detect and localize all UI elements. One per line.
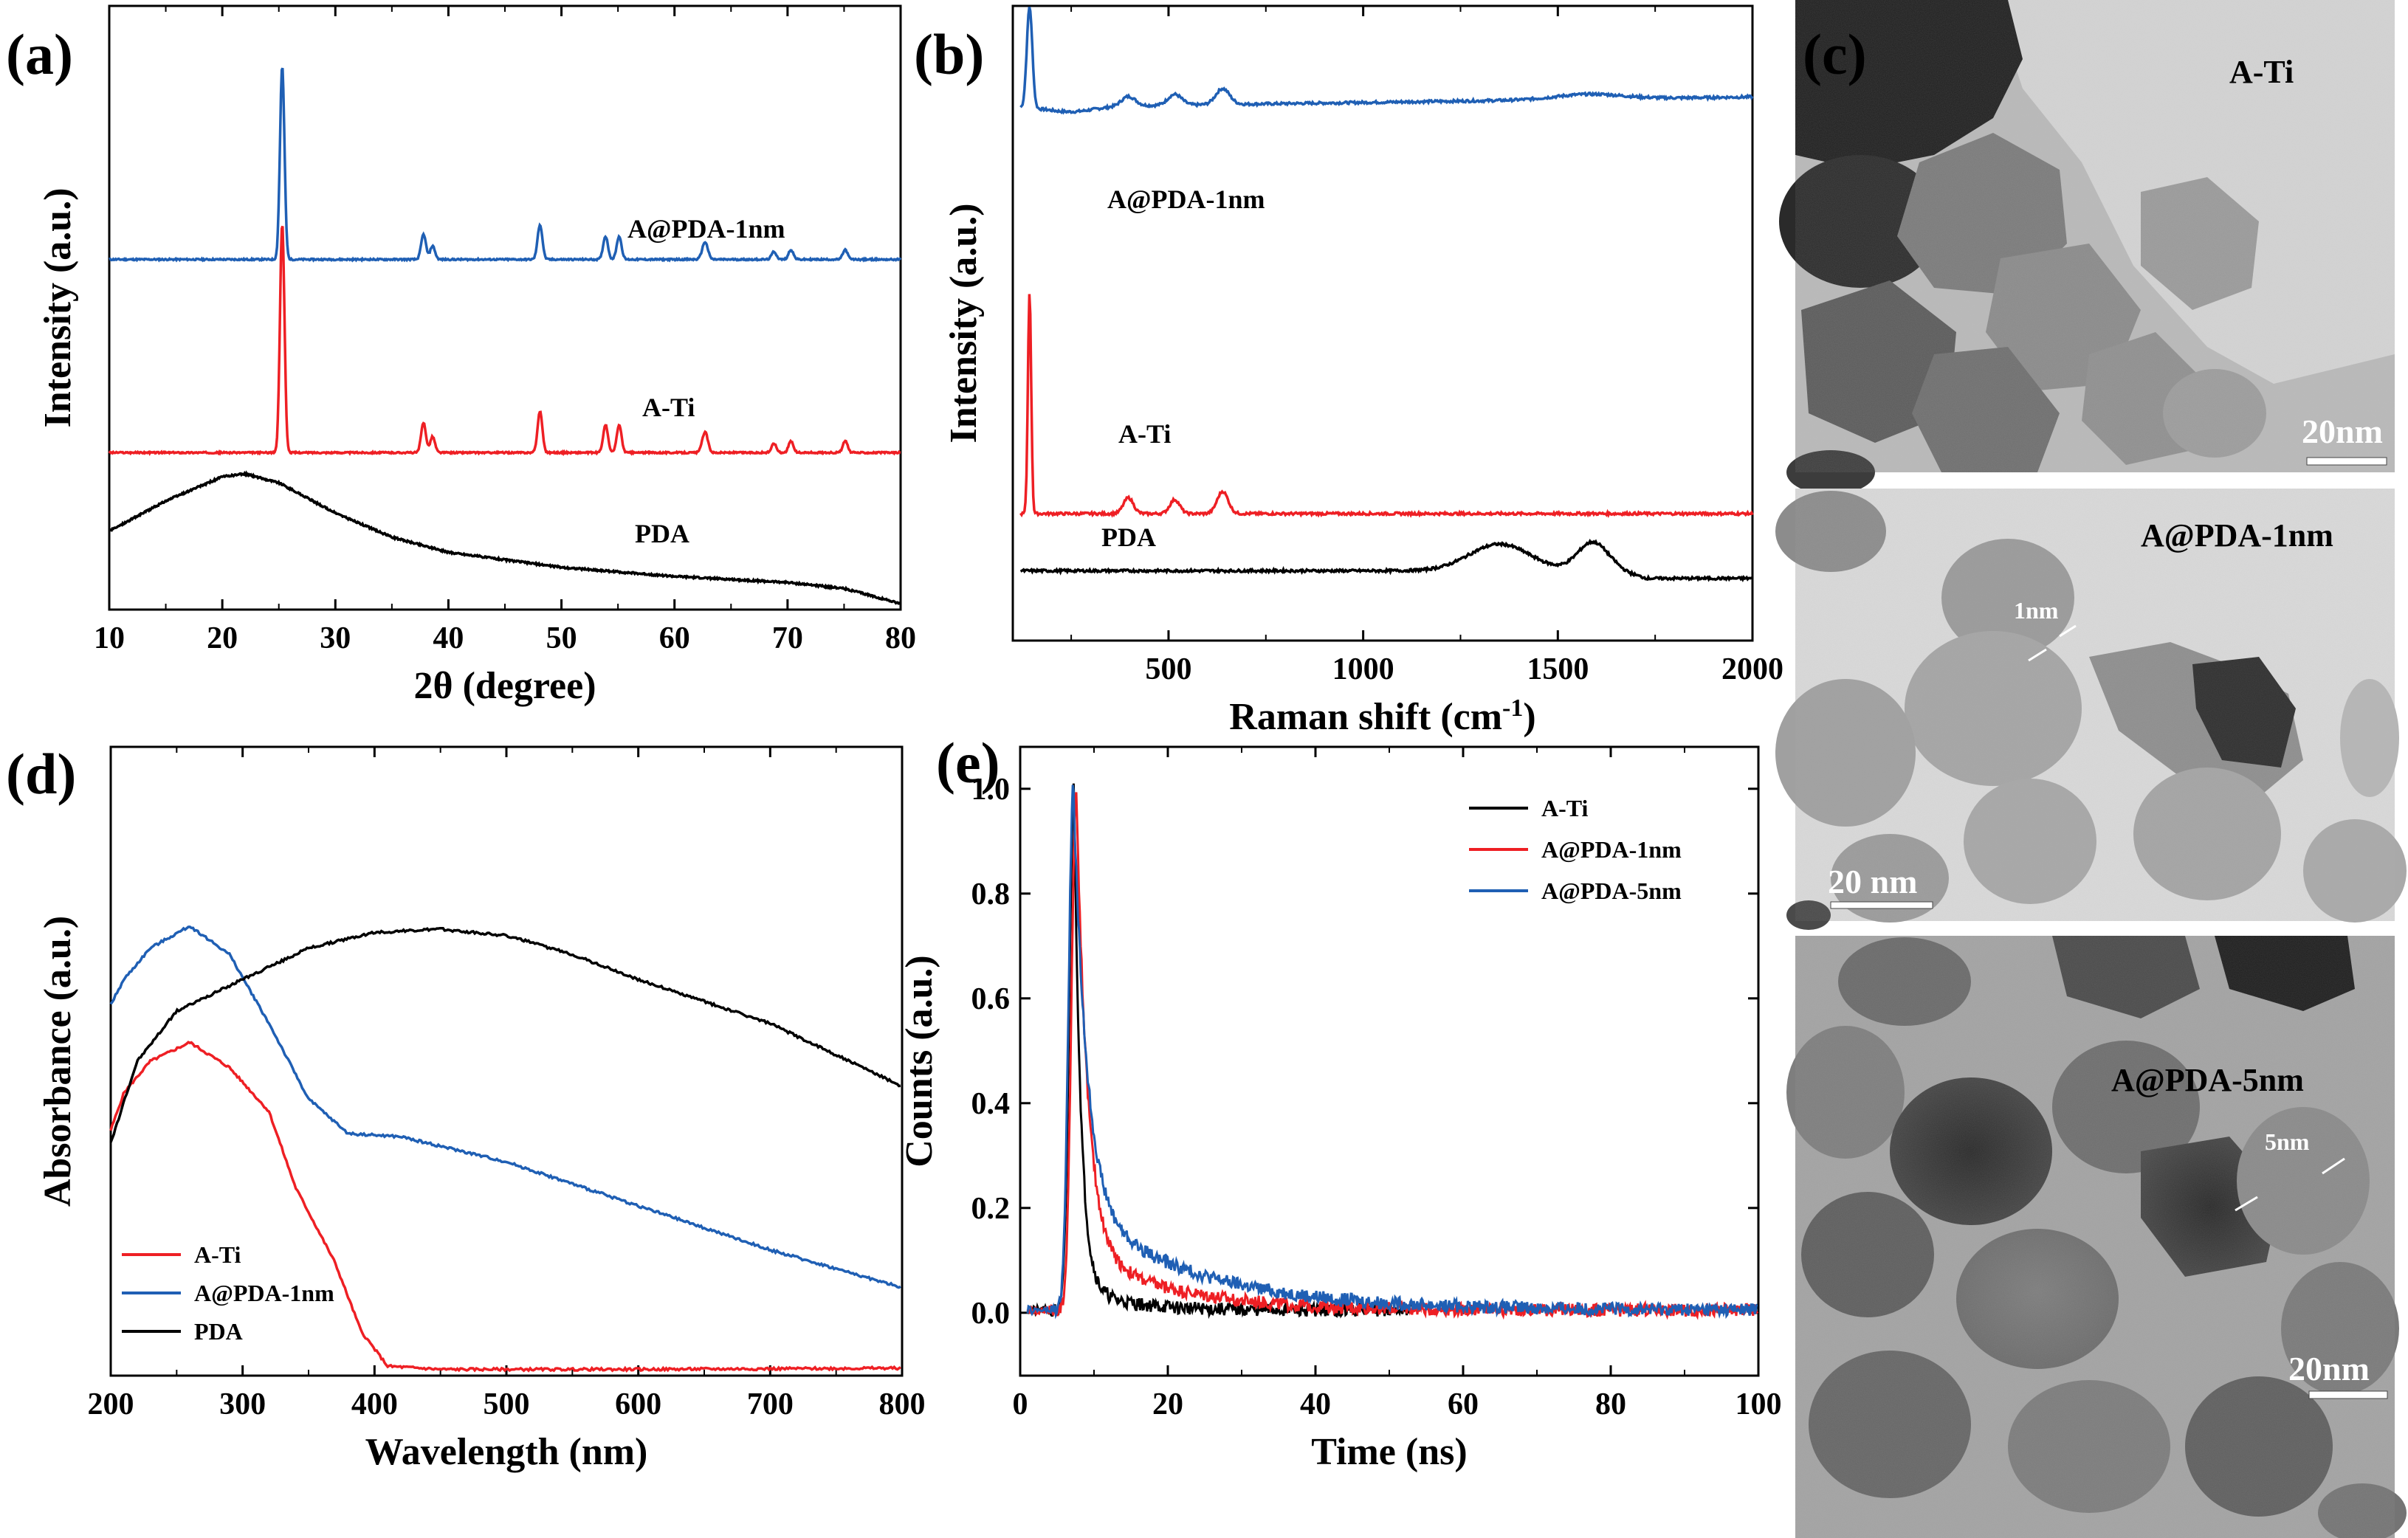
y-tick-label: 0.6: [971, 982, 1011, 1016]
panel-e-letter: (e): [936, 731, 1000, 795]
y-tick-label: 1.0: [971, 773, 1011, 807]
y-tick-label: 0.0: [971, 1297, 1011, 1331]
legend-label: PDA: [194, 1318, 243, 1345]
x-axis-label: 2θ (degree): [413, 665, 596, 707]
tem-label: A@PDA-5nm: [2111, 1062, 2304, 1098]
series-line-a-pda-1nm: [109, 67, 902, 263]
x-tick-label: 1000: [1332, 652, 1394, 686]
series-line-a-ti: [109, 1041, 901, 1373]
chart-e-decay: 0 20 40 60 80 100 0.0 0.2 0.4 0.6 0.8 1.0 Time (ns) C…: [898, 745, 1782, 1473]
x-tick-label: 80: [1595, 1387, 1626, 1421]
y-tick-label: 0.8: [971, 877, 1011, 911]
series-line-a-pda-1nm: [1026, 792, 1759, 1320]
y-axis-label: Counts (a.u.): [898, 955, 940, 1168]
series-line-a-pda-1nm: [109, 925, 901, 1289]
scale-bar-label: 20nm: [2288, 1350, 2370, 1387]
series-line-pda: [108, 470, 902, 605]
x-tick-label: 500: [484, 1387, 530, 1421]
x-tick-label: 20: [207, 621, 238, 655]
panel-b-letter: (b): [914, 22, 984, 86]
series-line-a-pda-5nm: [1026, 784, 1758, 1320]
x-tick-label: 20: [1152, 1387, 1183, 1421]
tem-label: A-Ti: [2229, 54, 2294, 90]
x-tick-label: 800: [879, 1387, 926, 1421]
y-axis-label: Intensity (a.u.): [943, 203, 985, 443]
series-line-pda: [109, 926, 901, 1143]
legend-label: A@PDA-1nm: [194, 1280, 334, 1306]
chart-a-xrd: 10 20 30 40 50 60 70 80 2θ (degree) Intensity (a.…: [37, 4, 916, 707]
x-tick-label: 80: [885, 621, 916, 655]
series-label: A-Ti: [1118, 419, 1171, 449]
x-axis-label: Raman shift (cm-1): [1229, 694, 1535, 738]
series-line-a-ti: [1019, 294, 1754, 518]
x-tick-label: 600: [615, 1387, 661, 1421]
scale-bar: [1830, 901, 1933, 909]
plot-frame: [1011, 4, 1754, 642]
legend-label: A@PDA-5nm: [1541, 877, 1682, 904]
panel-d-letter: (d): [6, 742, 76, 806]
annotation-arrow: [2235, 1196, 2258, 1212]
y-tick-label: 0.4: [971, 1087, 1011, 1121]
x-tick-label: 2000: [1721, 652, 1783, 686]
scale-bar: [2308, 1390, 2388, 1399]
tem-label: A@PDA-1nm: [2141, 517, 2333, 554]
legend-label: A-Ti: [1541, 795, 1589, 821]
panel-a-letter: (a): [6, 22, 73, 86]
x-tick-label: 1500: [1527, 652, 1589, 686]
x-tick-label: 50: [546, 621, 577, 655]
series-label: PDA: [1101, 523, 1156, 552]
series-line-pda: [1019, 538, 1753, 582]
y-axis-label: Absorbance (a.u.): [37, 916, 79, 1207]
legend-label: A@PDA-1nm: [1541, 836, 1682, 863]
y-axis-label: Intensity (a.u.): [37, 187, 79, 427]
x-tick-label: 70: [772, 621, 803, 655]
tem-image-a-pda-1nm: A@PDA-1nm 1nm 20 nm: [1775, 489, 2407, 930]
tem-noise: [1795, 489, 2395, 921]
series-label: A@PDA-1nm: [627, 214, 785, 244]
series-label: A@PDA-1nm: [1107, 185, 1265, 214]
x-tick-label: 60: [1448, 1387, 1479, 1421]
x-axis-label: Wavelength (nm): [365, 1431, 648, 1473]
x-tick-label: 300: [219, 1387, 266, 1421]
x-tick-label: 200: [88, 1387, 134, 1421]
tem-noise: [1795, 936, 2395, 1538]
scale-bar-label: 20nm: [2302, 413, 2383, 450]
tem-noise: [1795, 0, 2395, 472]
annotation-arrow: [2028, 648, 2047, 662]
annotation-arrow: [2322, 1157, 2345, 1175]
scale-bar-label: 20 nm: [1828, 863, 1917, 900]
tem-image-a-ti: A-Ti 20nm: [1779, 0, 2395, 494]
x-tick-label: 10: [94, 621, 125, 655]
chart-b-raman: 500 1000 1500 2000 Raman shift (cm-1) Intensi…: [943, 4, 1783, 738]
x-tick-label: 40: [433, 621, 464, 655]
x-tick-label: 700: [747, 1387, 794, 1421]
legend-label: A-Ti: [194, 1241, 241, 1268]
scale-bar: [2306, 457, 2387, 466]
y-tick-label: 0.2: [971, 1192, 1011, 1226]
thickness-annotation: 5nm: [2265, 1128, 2310, 1155]
tem-image-a-pda-5nm: A@PDA-5nm 5nm 20nm: [1786, 936, 2407, 1538]
x-tick-label: 400: [351, 1387, 398, 1421]
x-tick-label: 100: [1736, 1387, 1782, 1421]
series-line-a-ti: [108, 225, 901, 457]
series-label: A-Ti: [642, 393, 695, 422]
series-label: PDA: [635, 519, 689, 548]
chart-d-absorbance: 200 300 400 500 600 700 800 Wavelength (nm) Abso…: [37, 745, 926, 1473]
x-tick-label: 500: [1145, 652, 1191, 686]
panel-c-letter: (c): [1803, 22, 1867, 86]
plot-frame: [108, 4, 902, 611]
annotation-arrow: [2059, 624, 2077, 638]
thickness-annotation: 1nm: [2014, 597, 2059, 624]
series-line-a-pda-1nm: [1019, 7, 1754, 115]
x-tick-label: 0: [1013, 1387, 1028, 1421]
x-tick-label: 30: [320, 621, 351, 655]
x-axis-label: Time (ns): [1311, 1431, 1467, 1473]
x-tick-label: 60: [659, 621, 690, 655]
x-tick-label: 40: [1300, 1387, 1331, 1421]
